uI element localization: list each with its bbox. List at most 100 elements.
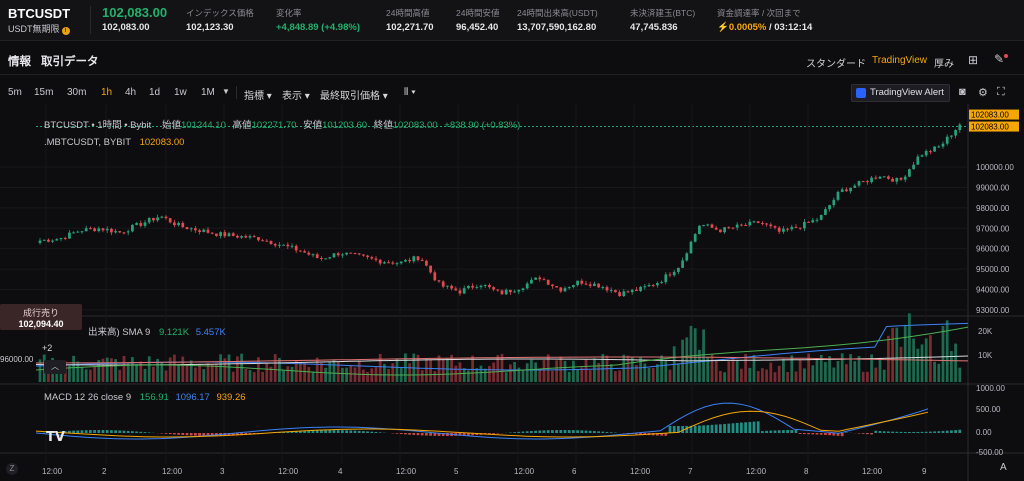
macd-histogram-bar [143, 432, 147, 433]
volume-bar [269, 366, 273, 382]
market-sell-box[interactable]: 成行売り 102,094.40 [0, 304, 82, 330]
timeframe-4h[interactable]: 4h [125, 87, 137, 98]
timeframe-30m[interactable]: 30m [67, 87, 87, 98]
candle-body [530, 279, 533, 284]
tradingview-alert-button[interactable]: TradingView Alert [851, 84, 950, 102]
contract-type: USDT無期限 i [8, 22, 70, 35]
time-axis-label: 3 [220, 467, 225, 476]
volume-bar [635, 365, 638, 382]
macd-histogram-bar [714, 424, 718, 433]
volume-bar [857, 356, 861, 382]
candle-body [488, 284, 491, 288]
macd-histogram-bar [878, 431, 882, 433]
volume-bar [114, 359, 117, 382]
volume-bar [357, 360, 361, 382]
timeframe-1M[interactable]: 1M [201, 87, 215, 98]
timeframe-dropdown-icon[interactable]: ▼ [222, 87, 230, 96]
candle-body [408, 260, 411, 262]
tab-depth[interactable]: 厚み [934, 59, 954, 70]
candle-body [551, 284, 554, 287]
macd-histogram-bar [937, 431, 941, 433]
volume-bar [496, 355, 500, 382]
divider [236, 86, 237, 99]
plus-badge[interactable]: +2 [42, 343, 53, 353]
timeframe-1h[interactable]: 1h [101, 87, 113, 98]
timeframe-1d[interactable]: 1d [149, 87, 161, 98]
stat-value: +4,848.89 (+4.98%) [276, 22, 360, 33]
auto-scale-button[interactable]: A [1000, 462, 1007, 473]
info-icon[interactable]: i [61, 27, 70, 35]
timeframe-5m[interactable]: 5m [8, 87, 22, 98]
volume-bar [824, 362, 827, 382]
volume-bar [588, 370, 592, 382]
macd-histogram-bar [425, 433, 428, 436]
tab-tradingview[interactable]: TradingView [872, 55, 928, 66]
candle-body [185, 227, 189, 230]
funding-countdown: / 03:12:14 [769, 22, 813, 33]
symbol-name[interactable]: BTCUSDT [8, 6, 71, 21]
timeframe-15m[interactable]: 15m [34, 87, 54, 98]
settings-icon[interactable]: ⚙ [978, 87, 988, 99]
volume-bar [702, 329, 705, 382]
volume-bar [362, 369, 365, 382]
candle-body [257, 237, 260, 241]
indicators-button[interactable]: 指標 ▾ [244, 91, 272, 102]
macd-axis-label: -500.00 [976, 448, 1004, 457]
macd-histogram-bar [429, 433, 432, 436]
macd-histogram-bar [404, 433, 407, 435]
macd-histogram-bar [735, 422, 739, 433]
volume-bar [836, 361, 840, 382]
volume-bar [126, 362, 130, 382]
fullscreen-icon[interactable]: ⛶ [997, 86, 1005, 98]
macd-histogram-bar [420, 433, 424, 436]
display-button[interactable]: 表示 ▾ [282, 91, 310, 102]
candle-body [492, 287, 495, 290]
macd-histogram-bar [299, 430, 302, 433]
volume-bar [626, 355, 630, 382]
candle-body [773, 226, 777, 228]
macd-histogram-bar [311, 430, 315, 433]
volume-bar [139, 361, 143, 382]
volume-bar [370, 368, 374, 382]
candle-body [84, 228, 88, 232]
camera-icon[interactable]: ◙ [959, 86, 966, 98]
candle-body [231, 233, 235, 236]
tab-standard[interactable]: スタンダード [806, 59, 866, 70]
timeframe-1w[interactable]: 1w [174, 87, 187, 98]
collapse-chevron-icon[interactable]: ︿ [44, 360, 66, 374]
tab-trade-data[interactable]: 取引データ [41, 56, 99, 68]
macd-histogram-bar [857, 433, 861, 434]
last-price-button[interactable]: 最終取引価格 ▾ [320, 91, 388, 102]
volume-bar [509, 364, 512, 382]
second-symbol: .MBTCUSDT, BYBIT [44, 137, 131, 148]
candle-body [47, 239, 50, 242]
volume-bar [794, 371, 798, 382]
macd-histogram-bar [93, 430, 96, 433]
candle-body [891, 178, 894, 182]
macd-histogram-bar [139, 431, 143, 433]
volume-bar [744, 353, 747, 382]
candle-body [895, 177, 899, 182]
volume-bar [80, 366, 84, 382]
volume-bar [853, 361, 857, 382]
time-axis-label: 4 [338, 467, 343, 476]
macd-histogram-bar [433, 433, 437, 436]
z-button[interactable]: Z [6, 463, 18, 475]
chart-type-icon[interactable]: ⫴ ▾ [404, 87, 416, 98]
candle-body [765, 223, 768, 225]
candle-body [114, 231, 117, 233]
volume-bar [189, 360, 193, 382]
volume-bar [177, 364, 180, 382]
candle-body [219, 232, 222, 236]
market-sell-price: 102,094.40 [18, 319, 64, 329]
price-chart[interactable]: 100000.00 99000.00 98000.00 97000.00 96000.0… [0, 104, 1024, 481]
volume-bar [920, 344, 924, 382]
edit-icon[interactable]: ✎ [994, 52, 1005, 66]
macd-histogram-bar [815, 433, 819, 435]
volume-axis-left: 96000.00 [0, 355, 34, 364]
volume-bar [933, 361, 936, 382]
volume-value-2: 5.457K [195, 327, 226, 338]
layout-grid-icon[interactable]: ⊞ [968, 53, 979, 67]
macd-histogram-bar [777, 430, 781, 433]
tab-info[interactable]: 情報 [8, 56, 31, 68]
